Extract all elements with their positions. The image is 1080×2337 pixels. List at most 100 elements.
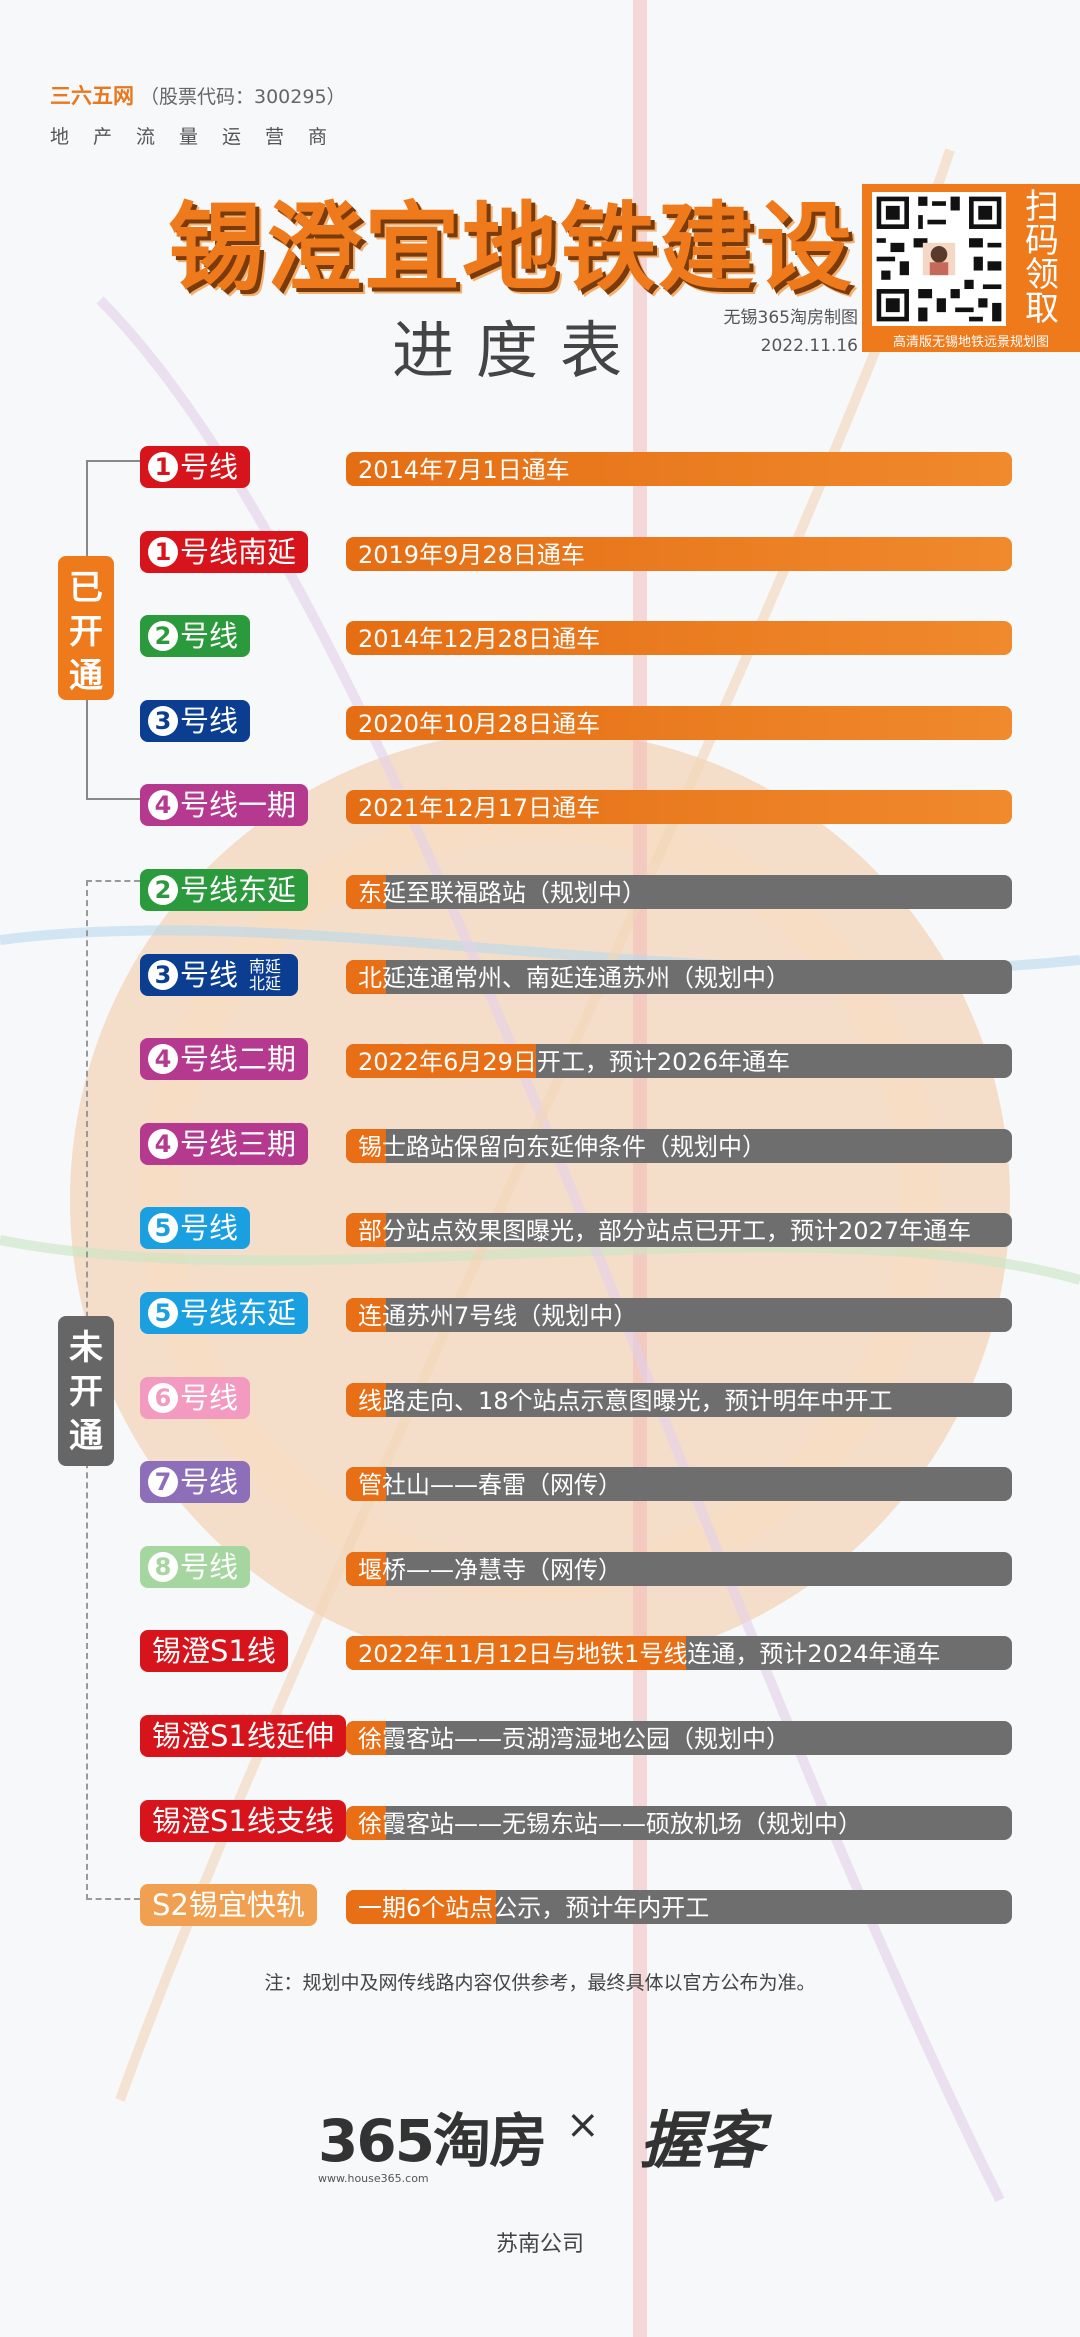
status-bar: 2022年6月29日开工，预计2026年通车 (346, 1044, 1012, 1078)
line-badge: 1 号线南延 (140, 531, 309, 573)
status-bar: 线路走向、18个站点示意图曝光，预计明年中开工 (346, 1383, 1012, 1417)
line-row: 锡澄S1线支线 徐霞客站——无锡东站——硕放机场（规划中） (0, 1800, 1080, 1850)
line-row: 1 号线南延 2019年9月28日通车 (0, 531, 1080, 581)
status-bar-accent (346, 1467, 386, 1501)
status-bar: 2014年7月1日通车 (346, 452, 1012, 486)
line-badge: 锡澄S1线 (140, 1630, 288, 1672)
status-bar: 2020年10月28日通车 (346, 706, 1012, 740)
status-bar: 部分站点效果图曝光，部分站点已开工，预计2027年通车 (346, 1213, 1012, 1247)
status-bar: 徐霞客站——贡湖湾湿地公园（规划中） (346, 1721, 1012, 1755)
line-number-icon: 5 (148, 1298, 178, 1328)
line-number-icon: 3 (148, 960, 178, 990)
line-label: 锡澄S1线延伸 (152, 1719, 334, 1753)
qr-panel[interactable]: 扫码领取 高清版无锡地铁远景规划图 (862, 184, 1080, 352)
status-text: 2022年11月12日与地铁1号线连通，预计2024年通车 (358, 1640, 941, 1668)
footnote: 注：规划中及网传线路内容仅供参考，最终具体以官方公布为准。 (264, 1972, 816, 1994)
line-row: 7 号线 管社山——春雷（网传） (0, 1461, 1080, 1511)
status-text: 线路走向、18个站点示意图曝光，预计明年中开工 (358, 1387, 893, 1415)
line-label: 锡澄S1线 (152, 1634, 276, 1668)
brand-block: 三六五网 （股票代码：300295） 地产流量运营商 (50, 80, 351, 149)
line-row: 1 号线 2014年7月1日通车 (0, 446, 1080, 496)
line-row: 2 号线东延 东延至联福路站（规划中） (0, 869, 1080, 919)
line-label: 号线 (180, 1465, 239, 1499)
line-row: S2锡宜快轨 一期6个站点公示，预计年内开工 (0, 1884, 1080, 1934)
line-number-icon: 1 (148, 537, 178, 567)
status-bar: 2014年12月28日通车 (346, 621, 1012, 655)
status-text: 一期6个站点公示，预计年内开工 (358, 1894, 710, 1922)
status-bar-accent (346, 960, 386, 994)
line-number-icon: 4 (148, 790, 178, 820)
page-subtitle: 进度表 (392, 314, 645, 387)
status-text: 2019年9月28日通车 (358, 541, 585, 569)
line-number-icon: 7 (148, 1467, 178, 1497)
status-bar: 一期6个站点公示，预计年内开工 (346, 1890, 1012, 1924)
line-badge: 2 号线 (140, 615, 251, 657)
line-number-icon: 3 (148, 706, 178, 736)
line-badge: 3 号线 (140, 700, 251, 742)
status-text: 徐霞客站——无锡东站——硕放机场（规划中） (358, 1810, 862, 1838)
line-number-icon: 8 (148, 1552, 178, 1582)
line-badge: 7 号线 (140, 1461, 251, 1503)
line-badge: 4 号线一期 (140, 784, 309, 826)
group-not-opened-tag: 未开通 (58, 1316, 114, 1466)
line-badge: 锡澄S1线支线 (140, 1800, 346, 1842)
line-row: 4 号线二期 2022年6月29日开工，预计2026年通车 (0, 1038, 1080, 1088)
line-row: 2 号线 2014年12月28日通车 (0, 615, 1080, 665)
status-bar-accent (346, 1721, 386, 1755)
line-label: 号线 (180, 450, 239, 484)
maker-info: 无锡365淘房制图 2022.11.16 (724, 304, 858, 360)
line-label: 号线 (180, 1550, 239, 1584)
status-bar: 管社山——春雷（网传） (346, 1467, 1012, 1501)
status-bar-accent (346, 1552, 386, 1586)
status-text: 徐霞客站——贡湖湾湿地公园（规划中） (358, 1725, 790, 1753)
line-number-icon: 5 (148, 1213, 178, 1243)
status-bar-accent (346, 1129, 386, 1163)
status-bar: 2019年9月28日通车 (346, 537, 1012, 571)
maker-date: 2022.11.16 (760, 336, 858, 356)
line-label: 号线东延 (180, 873, 297, 907)
logo-partner: 握客 (640, 2104, 765, 2177)
line-row: 4 号线三期 锡士路站保留向东延伸条件（规划中） (0, 1123, 1080, 1173)
line-badge: 8 号线 (140, 1546, 251, 1588)
status-text: 2020年10月28日通车 (358, 710, 601, 738)
line-badge: 4 号线三期 (140, 1123, 309, 1165)
status-bar-accent (346, 1636, 686, 1670)
status-bar: 东延至联福路站（规划中） (346, 875, 1012, 909)
line-badge: 2 号线东延 (140, 869, 309, 911)
brand-slogan: 地产流量运营商 (50, 126, 352, 148)
line-row: 5 号线 部分站点效果图曝光，部分站点已开工，预计2027年通车 (0, 1207, 1080, 1257)
line-label: S2锡宜快轨 (152, 1888, 305, 1922)
status-text: 部分站点效果图曝光，部分站点已开工，预计2027年通车 (358, 1217, 972, 1245)
line-label: 号线一期 (180, 788, 297, 822)
logo-365: 365淘房 www.house365.com (318, 2094, 547, 2185)
status-bar: 2022年11月12日与地铁1号线连通，预计2024年通车 (346, 1636, 1012, 1670)
status-bar: 北延连通常州、南延连通苏州（规划中） (346, 960, 1012, 994)
line-row: 4 号线一期 2021年12月17日通车 (0, 784, 1080, 834)
maker-name: 无锡365淘房制图 (723, 308, 858, 328)
line-badge: 3 号线 南延 北延 (140, 954, 299, 996)
line-number-icon: 1 (148, 452, 178, 482)
line-label: 号线 (180, 958, 239, 992)
status-bar-accent (346, 1044, 536, 1078)
status-text: 东延至联福路站（规划中） (358, 879, 646, 907)
line-number-icon: 2 (148, 875, 178, 905)
line-number-icon: 4 (148, 1129, 178, 1159)
line-label: 号线 (180, 619, 239, 653)
status-text: 2021年12月17日通车 (358, 794, 601, 822)
status-bar: 2021年12月17日通车 (346, 790, 1012, 824)
line-badge: 1 号线 (140, 446, 251, 488)
line-badge: 6 号线 (140, 1377, 251, 1419)
brand-code: （股票代码：300295） (140, 86, 346, 108)
line-row: 锡澄S1线 2022年11月12日与地铁1号线连通，预计2024年通车 (0, 1630, 1080, 1680)
status-text: 管社山——春雷（网传） (358, 1471, 622, 1499)
status-bar: 徐霞客站——无锡东站——硕放机场（规划中） (346, 1806, 1012, 1840)
group-opened-tag: 已开通 (58, 556, 114, 700)
line-label: 号线南延 (180, 535, 297, 569)
line-label: 号线 (180, 1211, 239, 1245)
logo-365-text: 365淘房 (318, 2107, 547, 2175)
line-row: 5 号线东延 连通苏州7号线（规划中） (0, 1292, 1080, 1342)
line-number-icon: 2 (148, 621, 178, 651)
line-row: 3 号线 南延 北延 北延连通常州、南延连通苏州（规划中） (0, 954, 1080, 1004)
status-text: 锡士路站保留向东延伸条件（规划中） (358, 1133, 766, 1161)
qr-code-icon[interactable] (872, 192, 1006, 326)
